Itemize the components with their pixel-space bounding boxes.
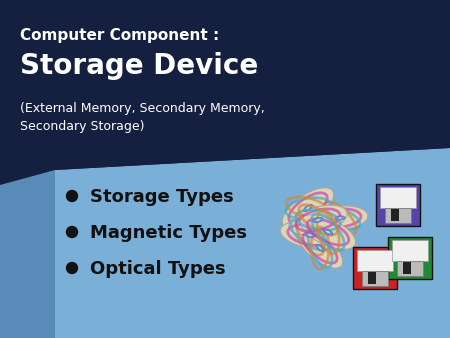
Ellipse shape <box>282 188 334 228</box>
Polygon shape <box>55 148 450 338</box>
Polygon shape <box>0 0 55 338</box>
Ellipse shape <box>300 215 356 249</box>
Bar <box>397 261 423 276</box>
Circle shape <box>67 226 77 238</box>
Bar <box>392 240 428 261</box>
Ellipse shape <box>297 228 343 268</box>
Text: Magnetic Types: Magnetic Types <box>90 224 247 242</box>
Ellipse shape <box>308 234 312 236</box>
Ellipse shape <box>303 204 312 212</box>
Ellipse shape <box>323 229 333 235</box>
Ellipse shape <box>306 207 310 209</box>
Ellipse shape <box>319 247 321 249</box>
Bar <box>379 187 417 208</box>
Ellipse shape <box>326 231 330 233</box>
Bar <box>376 184 420 226</box>
Text: Storage Device: Storage Device <box>20 52 258 80</box>
Circle shape <box>67 263 77 273</box>
Ellipse shape <box>316 244 324 251</box>
Polygon shape <box>0 0 450 185</box>
Ellipse shape <box>313 217 323 223</box>
Bar <box>392 209 399 221</box>
Bar <box>362 271 388 287</box>
Ellipse shape <box>312 206 368 230</box>
Text: Computer Component :: Computer Component : <box>20 28 219 43</box>
Bar <box>353 247 397 289</box>
Bar <box>385 208 411 223</box>
Bar <box>369 272 376 284</box>
Ellipse shape <box>305 233 315 237</box>
Ellipse shape <box>316 219 320 221</box>
Ellipse shape <box>280 221 340 249</box>
Bar <box>388 237 432 279</box>
Ellipse shape <box>289 205 347 235</box>
Text: Optical Types: Optical Types <box>90 260 225 278</box>
Bar <box>356 249 393 270</box>
Ellipse shape <box>335 216 345 220</box>
Bar <box>403 262 411 274</box>
Ellipse shape <box>338 217 342 219</box>
Text: (External Memory, Secondary Memory,
Secondary Storage): (External Memory, Secondary Memory, Seco… <box>20 102 265 133</box>
Circle shape <box>67 191 77 201</box>
Text: Storage Types: Storage Types <box>90 188 234 206</box>
